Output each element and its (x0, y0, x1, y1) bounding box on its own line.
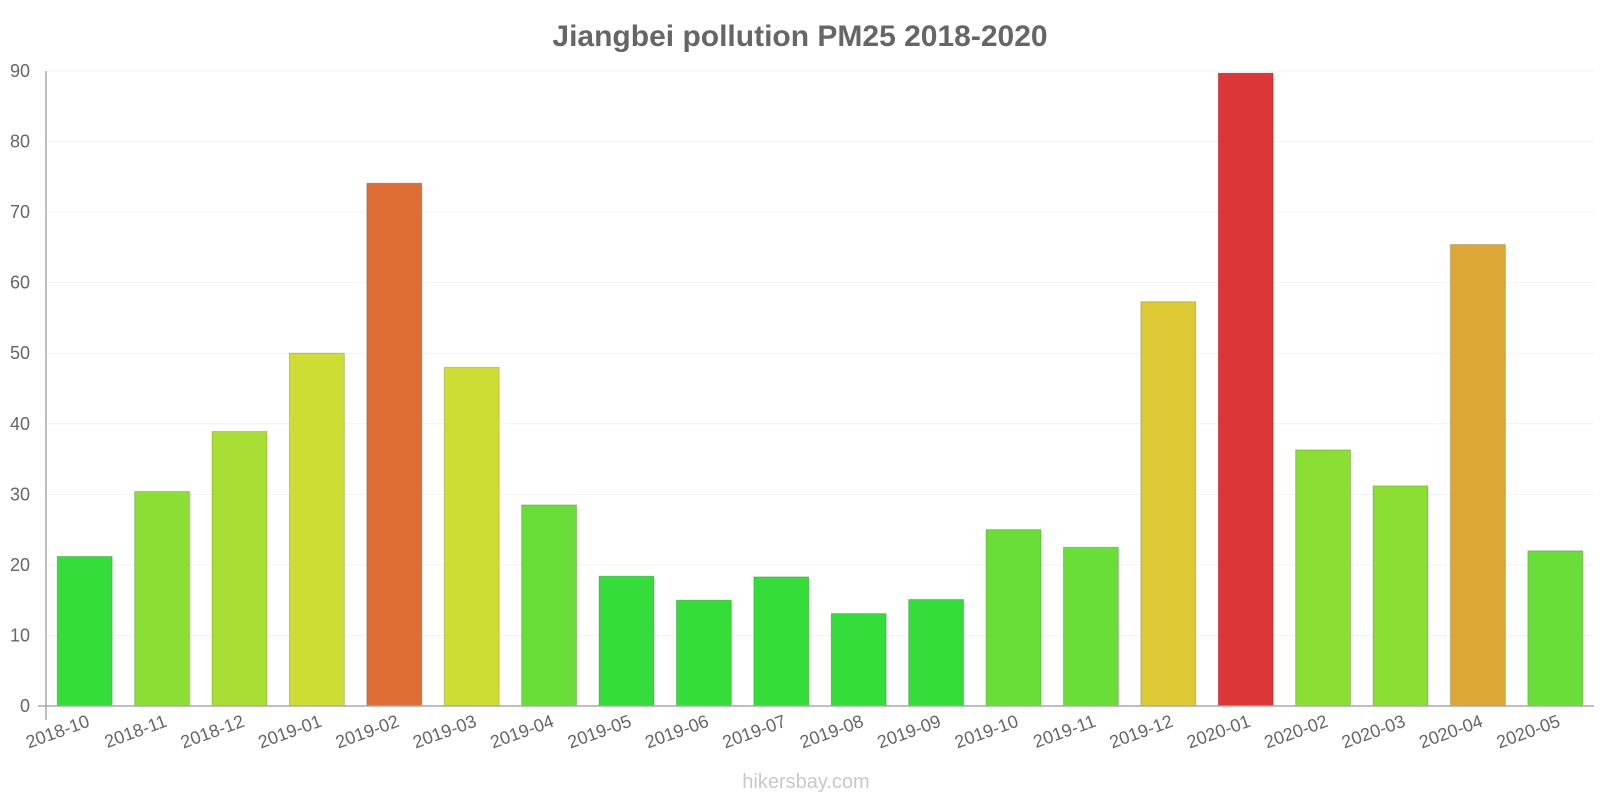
bar-2019-05 (598, 575, 655, 707)
x-tick-label: 2020-04 (1416, 711, 1485, 752)
bar-2019-08 (830, 613, 887, 707)
bar-2018-12 (211, 431, 268, 707)
x-tick-label: 2020-05 (1494, 711, 1563, 752)
x-axis-ticks: 2018-10 2018-11 2018-12 2019-01 2019-02 2019-… (23, 711, 1563, 752)
x-tick-label: 2019-01 (255, 711, 324, 752)
x-tick-label: 2018-11 (102, 711, 170, 752)
x-tick-label: 2018-10 (23, 711, 92, 752)
y-tick-label: 90 (10, 61, 30, 81)
x-tick-label: 2019-08 (797, 711, 866, 752)
x-tick-label: 2019-07 (720, 711, 789, 752)
bar-2018-10 (56, 555, 113, 707)
x-tick-label: 2019-11 (1031, 711, 1099, 752)
bar-2019-07 (753, 576, 810, 707)
x-tick-label: 2019-05 (565, 711, 634, 752)
bars (56, 72, 1584, 707)
bar-2019-04 (521, 504, 578, 707)
x-tick-label: 2020-02 (1262, 711, 1331, 752)
y-axis-ticks: 0 10 20 30 40 50 60 70 80 90 (10, 61, 30, 716)
y-tick-label: 0 (20, 696, 30, 716)
bar-2018-11 (134, 491, 191, 707)
bar-2020-05 (1527, 550, 1584, 707)
gridlines (46, 70, 1594, 707)
x-tick-label: 2018-12 (178, 711, 247, 752)
bar-2019-01 (288, 352, 345, 707)
bar-2019-09 (908, 598, 965, 707)
y-tick-label: 60 (10, 273, 30, 293)
watermark: hikersbay.com (742, 771, 869, 793)
x-tick-label: 2020-01 (1184, 711, 1253, 752)
bar-2020-04 (1449, 244, 1506, 707)
bar-2020-01 (1217, 72, 1274, 707)
y-tick-label: 10 (10, 625, 30, 645)
y-tick-label: 40 (10, 414, 30, 434)
bar-2019-12 (1140, 301, 1197, 707)
chart-title: Jiangbei pollution PM25 2018-2020 (552, 20, 1047, 53)
bar-2020-03 (1372, 485, 1429, 707)
bar-2019-10 (985, 529, 1042, 707)
x-tick-label: 2019-12 (1107, 711, 1176, 752)
bar-2019-03 (443, 366, 500, 707)
x-tick-label: 2019-04 (488, 711, 557, 752)
bar-2020-02 (1295, 449, 1352, 707)
bar-2019-11 (1062, 546, 1119, 707)
x-tick-label: 2020-03 (1339, 711, 1408, 752)
x-tick-label: 2019-06 (642, 711, 711, 752)
y-tick-label: 80 (10, 132, 30, 152)
y-tick-label: 30 (10, 484, 30, 504)
bar-2019-06 (675, 599, 732, 707)
x-tick-label: 2019-03 (410, 711, 479, 752)
y-tick-label: 70 (10, 202, 30, 222)
x-tick-label: 2019-09 (875, 711, 944, 752)
x-tick-label: 2019-10 (952, 711, 1021, 752)
x-tick-label: 2019-02 (333, 711, 402, 752)
y-tick-label: 50 (10, 343, 30, 363)
y-tick-label: 20 (10, 555, 30, 575)
bar-2019-02 (366, 182, 423, 707)
